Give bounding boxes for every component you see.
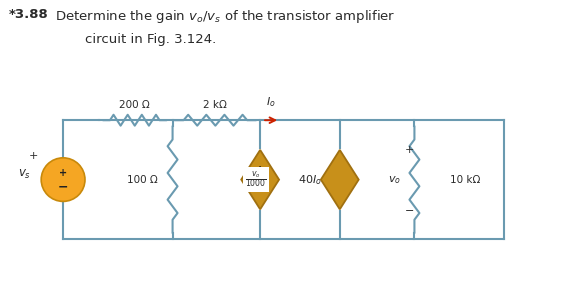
Text: $40I_o$: $40I_o$	[298, 173, 322, 186]
Text: $v_o$: $v_o$	[388, 174, 401, 186]
Text: 100 Ω: 100 Ω	[128, 175, 158, 185]
Text: −: −	[255, 184, 265, 195]
Text: circuit in Fig. 3.124.: circuit in Fig. 3.124.	[51, 33, 216, 46]
Text: $\frac{v_o}{1000}$: $\frac{v_o}{1000}$	[245, 169, 267, 190]
Circle shape	[41, 158, 85, 201]
Text: 10 kΩ: 10 kΩ	[450, 175, 480, 185]
Text: −: −	[405, 206, 414, 216]
Text: $v_s$: $v_s$	[18, 168, 31, 181]
Text: +: +	[256, 165, 264, 175]
Text: Determine the gain $v_o/v_s$ of the transistor amplifier: Determine the gain $v_o/v_s$ of the tran…	[51, 8, 396, 25]
Text: $I_o$: $I_o$	[266, 96, 276, 109]
Text: −: −	[58, 180, 68, 193]
Text: +: +	[59, 168, 67, 178]
Polygon shape	[241, 150, 279, 209]
Text: *3.88: *3.88	[8, 8, 48, 21]
Text: 2 kΩ: 2 kΩ	[203, 100, 228, 110]
Polygon shape	[321, 150, 359, 209]
Text: +: +	[405, 145, 414, 155]
Text: +: +	[29, 151, 38, 161]
Text: 200 Ω: 200 Ω	[119, 100, 150, 110]
